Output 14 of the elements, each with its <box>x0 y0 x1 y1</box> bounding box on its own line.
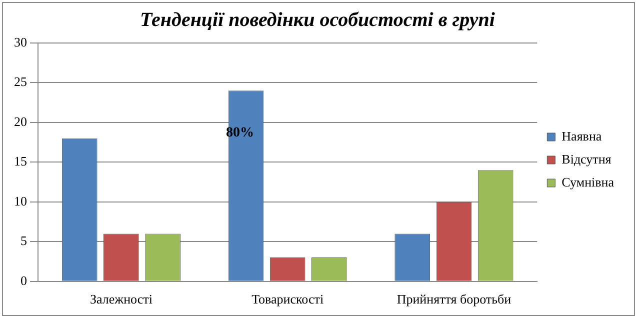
y-tick-label: 25 <box>14 74 27 90</box>
chart-title: Тенденції поведінки особистості в групі <box>140 9 496 32</box>
y-tick-label: 20 <box>14 114 27 129</box>
y-tick-label: 15 <box>14 154 27 169</box>
x-tick-label: Залежності <box>90 292 153 307</box>
x-tick-label: Товарискості <box>252 292 324 307</box>
legend-label: Наявна <box>562 128 602 144</box>
y-tick-label: 30 <box>14 34 27 50</box>
legend-label: Сумнівна <box>562 174 614 190</box>
y-tick-label: 0 <box>20 272 27 288</box>
x-tick-label: Прийняття боротьби <box>396 292 512 307</box>
legend-label: Відсутня <box>562 151 612 166</box>
y-tick-label: 10 <box>14 193 27 208</box>
y-tick-label: 5 <box>20 233 27 248</box>
